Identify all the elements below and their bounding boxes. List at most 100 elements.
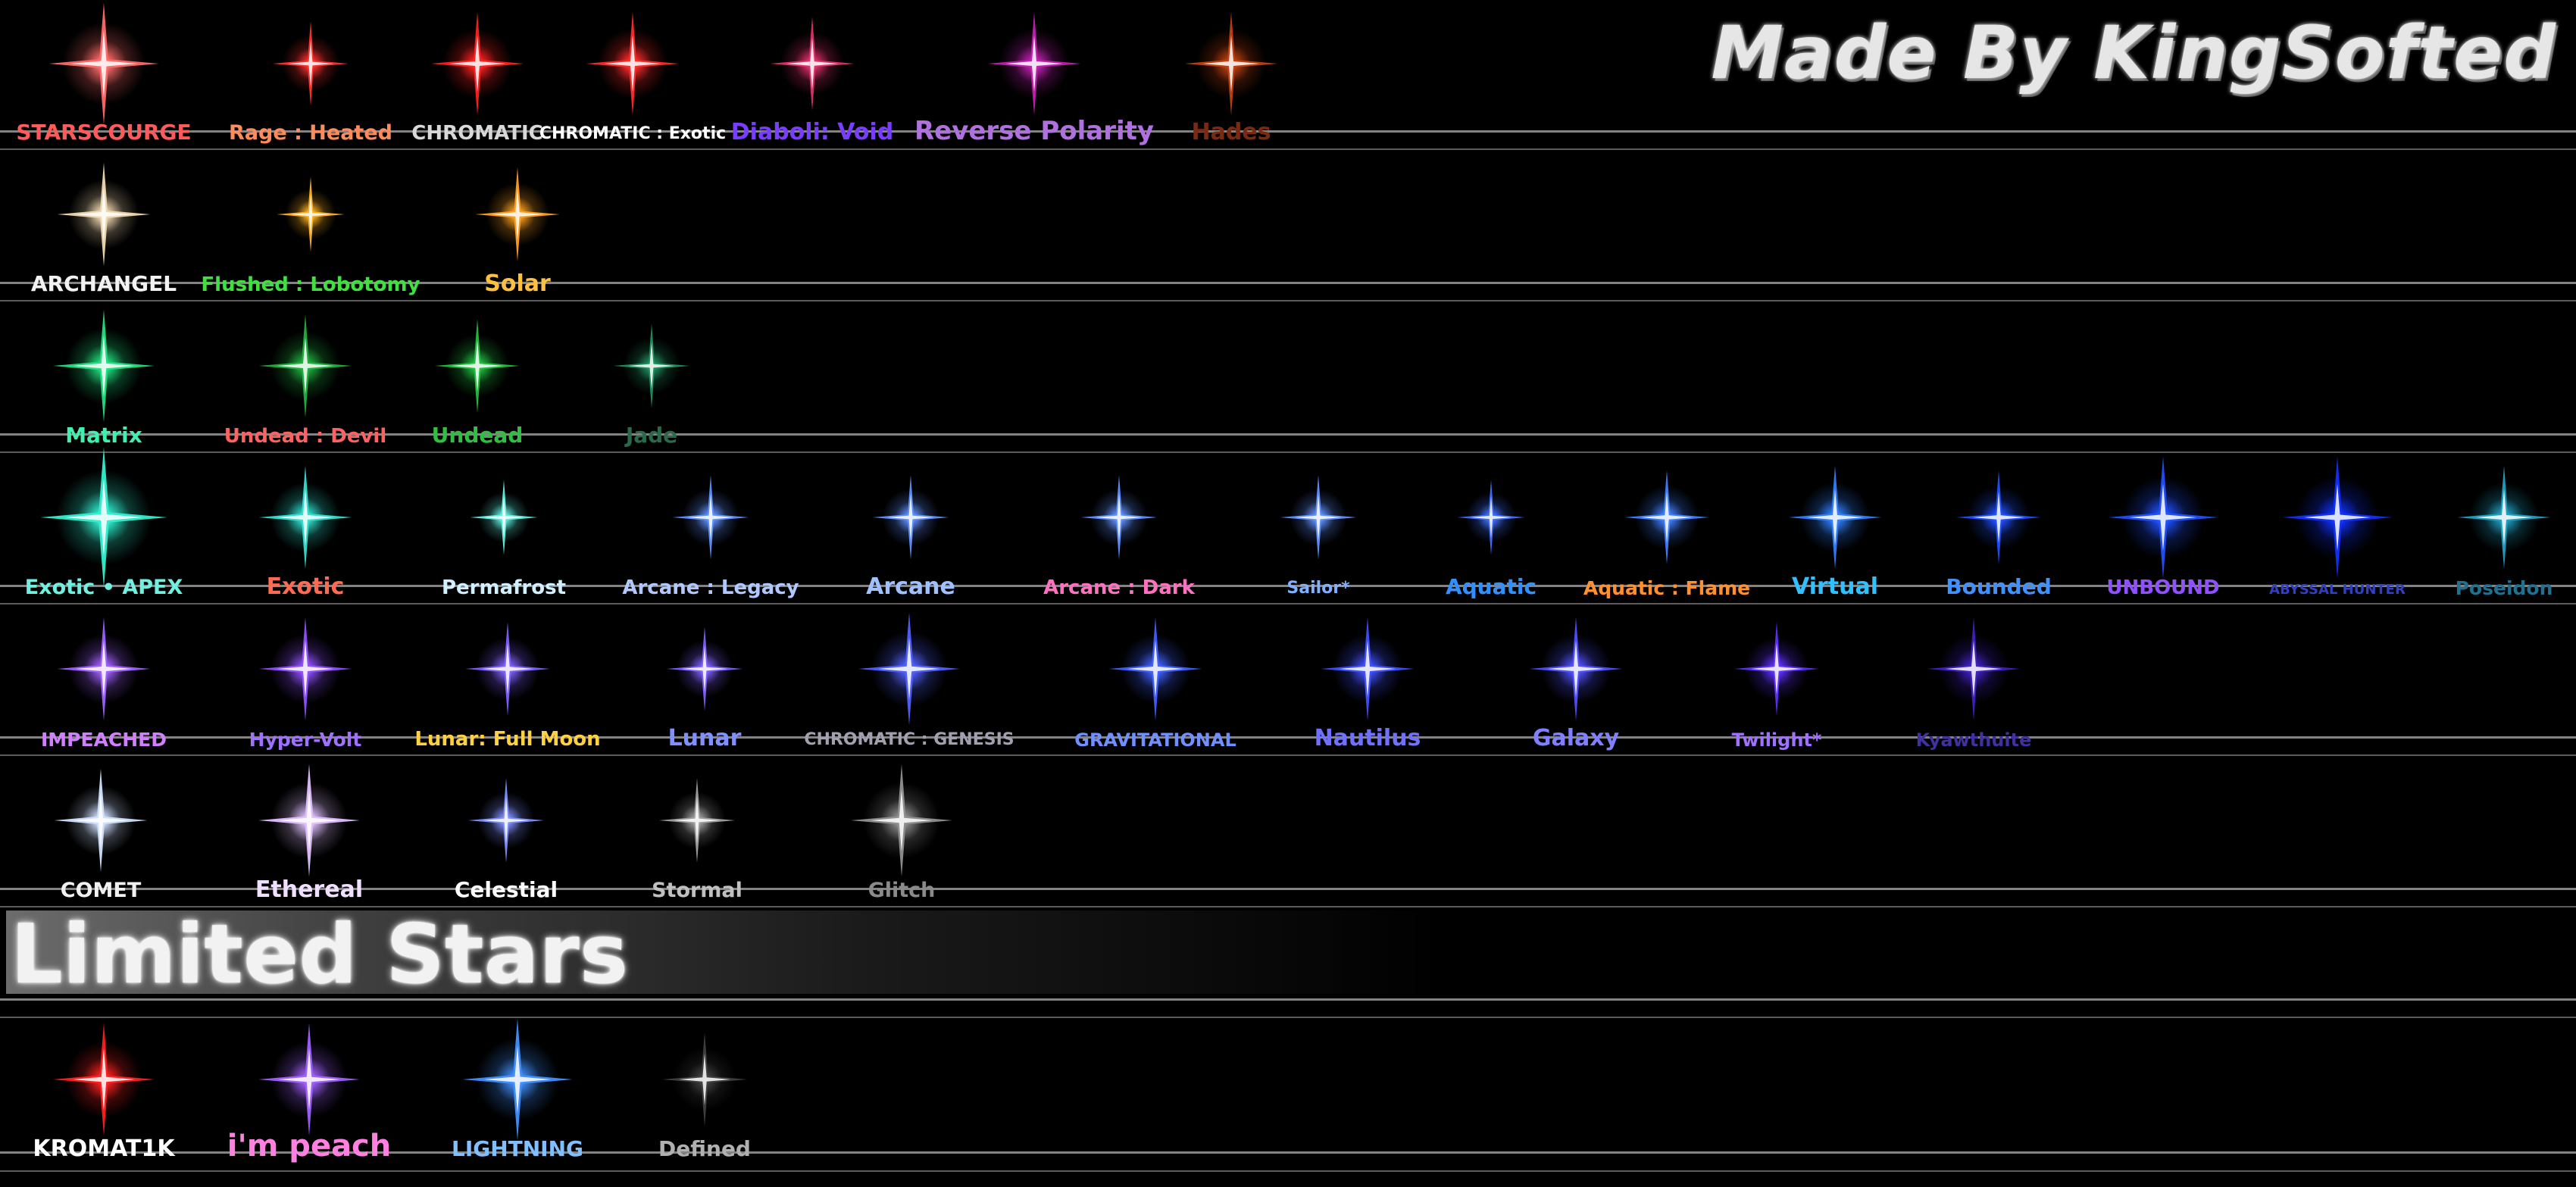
star-label: Celestial: [454, 877, 558, 903]
star-label: ABYSSAL HUNTER: [2269, 581, 2406, 598]
star-label: Exotic: [266, 573, 345, 600]
row-divider: [0, 906, 2576, 907]
star-icon: [666, 626, 743, 711]
star-icon: [1529, 617, 1623, 721]
star-icon: [613, 323, 690, 408]
star-label: UNBOUND: [2106, 576, 2220, 599]
row-divider: [0, 754, 2576, 756]
star-icon: [1624, 470, 1709, 564]
star-label: Sailor*: [1286, 579, 1350, 598]
star-icon: [1321, 617, 1415, 721]
star-label: Arcane : Dark: [1043, 576, 1195, 599]
star-label: Jade: [625, 423, 678, 448]
row-divider: [0, 603, 2576, 604]
star-label: Ethereal: [255, 876, 364, 903]
row-divider: [0, 1151, 2576, 1154]
star-label: Hades: [1191, 118, 1271, 145]
star-icon: [258, 465, 352, 570]
star-icon: [586, 11, 680, 116]
star-icon: [465, 622, 550, 716]
star-label: GRAVITATIONAL: [1074, 729, 1236, 751]
star-icon: [258, 314, 352, 418]
star-label: Kyawthuite: [1915, 729, 2032, 751]
star-label: Stormal: [652, 879, 742, 903]
star-icon: [662, 1032, 747, 1126]
star-icon: [54, 768, 148, 873]
row-divider: [0, 736, 2576, 739]
star-icon: [467, 778, 545, 863]
star-icon: [277, 176, 345, 252]
star-icon: [435, 319, 520, 413]
star-label: KROMAT1K: [33, 1135, 175, 1162]
limited-stars-banner: [6, 911, 1446, 994]
star-icon: [2282, 456, 2393, 579]
star-label: ARCHANGEL: [30, 271, 177, 297]
row-divider: [0, 282, 2576, 284]
row-divider: [0, 585, 2576, 587]
star-label: Defined: [658, 1136, 751, 1162]
limited-stars-title: Limited Stars: [11, 907, 629, 1002]
star-label: i'm peach: [227, 1129, 392, 1164]
star-icon: [872, 475, 949, 560]
star-label: Exotic • APEX: [24, 576, 183, 600]
row-divider: [0, 148, 2576, 150]
star-icon: [658, 778, 736, 863]
star-icon: [1956, 470, 2041, 564]
star-label: Galaxy: [1532, 724, 1620, 751]
star-icon: [2457, 465, 2551, 570]
star-label: Undead : Devil: [224, 424, 387, 448]
star-icon: [258, 617, 352, 721]
star-label: CHROMATIC : GENESIS: [804, 730, 1014, 750]
star-icon: [1734, 622, 1819, 716]
star-label: COMET: [60, 879, 142, 903]
star-icon: [272, 21, 349, 106]
star-label: IMPEACHED: [40, 728, 167, 751]
star-label: Virtual: [1792, 573, 1878, 600]
star-icon: [672, 475, 749, 560]
star-label: STARSCOURGE: [16, 120, 192, 145]
star-label: Flushed : Lobotomy: [201, 273, 420, 296]
star-icon: [430, 11, 524, 116]
star-icon: [1927, 617, 2021, 721]
row-divider: [0, 1170, 2576, 1172]
star-label: Glitch: [868, 879, 936, 903]
star-label: Rage : Heated: [229, 121, 392, 145]
row-divider: [0, 888, 2576, 890]
star-icon: [851, 764, 952, 877]
watermark: Made By KingSofted: [1711, 11, 2556, 95]
star-label: Lunar: Full Moon: [414, 727, 601, 751]
star-label: Hyper-Volt: [249, 728, 362, 751]
row-divider: [0, 1017, 2576, 1018]
star-label: CHROMATIC: [411, 121, 543, 145]
star-label: Undead: [431, 423, 524, 448]
star-icon: [1108, 617, 1202, 721]
row-divider: [0, 300, 2576, 301]
star-label: Diaboli: Void: [730, 118, 894, 145]
star-icon: [770, 17, 855, 111]
star-label: Matrix: [65, 423, 142, 448]
star-icon: [1080, 475, 1158, 560]
star-icon: [1457, 479, 1525, 555]
star-icon: [1788, 465, 1882, 570]
star-label: Aquatic: [1445, 574, 1537, 600]
star-icon: [470, 479, 538, 555]
star-icon: [475, 167, 560, 261]
star-label: Solar: [484, 270, 551, 297]
star-icon: [57, 162, 151, 267]
star-label: Bounded: [1946, 574, 2052, 600]
star-label: Arcane: [866, 573, 955, 600]
star-label: Twilight*: [1731, 729, 1822, 751]
star-label: Poseidon: [2455, 576, 2553, 599]
row-divider: [0, 433, 2576, 436]
row-divider: [0, 130, 2576, 133]
star-icon: [1280, 475, 1357, 560]
row-divider: [0, 451, 2576, 453]
star-icon: [57, 617, 151, 721]
star-label: CHROMATIC : Exotic: [539, 124, 727, 144]
star-label: Reverse Polarity: [914, 116, 1155, 147]
star-label: Aquatic : Flame: [1583, 576, 1751, 599]
star-label: LIGHTNING: [451, 1136, 584, 1162]
star-label: Nautilus: [1314, 724, 1421, 751]
star-icon: [858, 612, 960, 726]
